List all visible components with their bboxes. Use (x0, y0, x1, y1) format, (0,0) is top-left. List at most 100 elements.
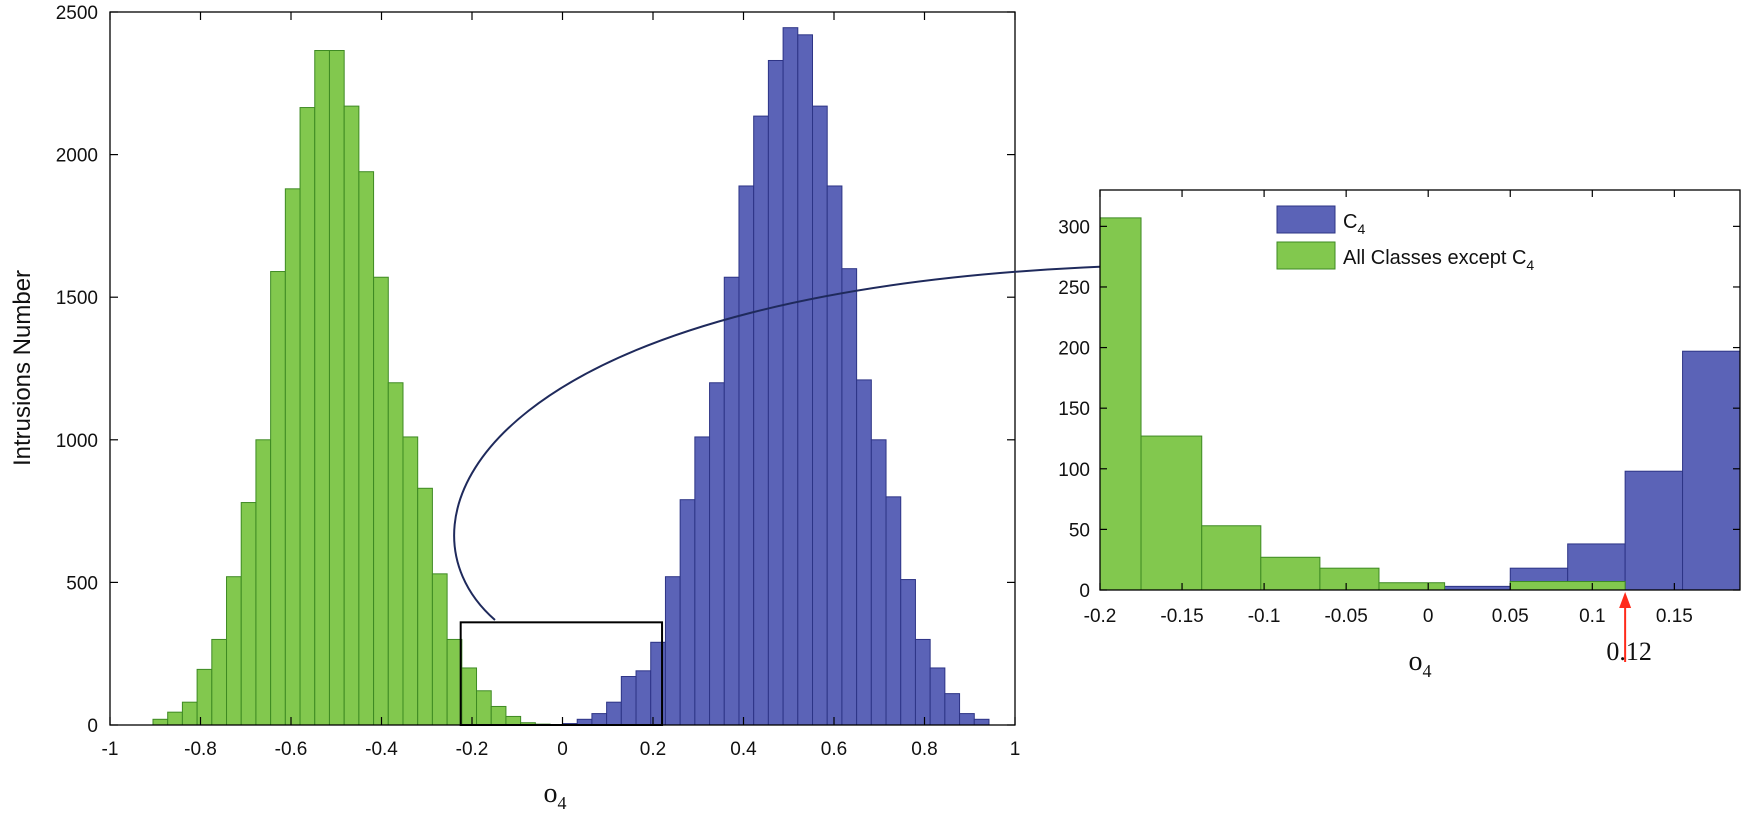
main-x-tick-label: 0.2 (640, 739, 666, 760)
main-bar-other-6 (240, 502, 257, 726)
legend-label-c4-sub: 4 (1357, 221, 1365, 237)
main-x-tick-label: 0.6 (821, 739, 847, 760)
inset-x-tick-label: -0.15 (1160, 606, 1203, 627)
main-bar-c4-20 (856, 379, 872, 726)
inset-y-tick-label: 200 (1058, 339, 1090, 360)
zoom-connector-arrow (453, 256, 1157, 621)
main-bar-c4-26 (944, 693, 961, 726)
main-bar-c4-8 (679, 499, 696, 726)
inset-y-tick-label: 250 (1058, 278, 1090, 299)
main-bar-c4-2 (591, 713, 608, 726)
inset-bars (1099, 217, 1741, 591)
main-bar-other-9 (284, 188, 301, 726)
main-bar-other-19 (431, 573, 448, 726)
main-bar-c4-24 (914, 638, 931, 726)
inset-x-tick-label: 0.1 (1579, 606, 1605, 627)
inset-bar-other-5 (1378, 582, 1446, 591)
inset-y-tick-label: 300 (1058, 217, 1090, 238)
inset-plot-frame (1099, 189, 1741, 591)
inset-bar-other-6 (1509, 581, 1626, 591)
inset-x-tick-label: 0 (1423, 606, 1434, 627)
main-bar-c4-13 (753, 115, 769, 726)
inset-y-tick-label: 50 (1069, 520, 1090, 541)
inset-x-axis-label-sub: 4 (1423, 661, 1432, 681)
main-bar-c4-23 (900, 579, 916, 726)
main-x-axis-label-main: o (544, 778, 558, 809)
threshold-arrow-head (1619, 592, 1632, 608)
main-bar-c4-17 (812, 105, 828, 726)
inset-legend: C4 All Classes except C4 (1276, 205, 1534, 273)
main-x-tick-label: -1 (102, 739, 119, 760)
inset-x-tick-label: -0.05 (1324, 606, 1367, 627)
main-bar-other-10 (299, 107, 316, 726)
main-x-axis-label-sub: 4 (558, 793, 567, 813)
main-bar-c4-5 (635, 670, 652, 726)
legend-label-other: All Classes except C4 (1343, 247, 1534, 273)
main-x-tick-label: 0.4 (730, 739, 757, 760)
main-bar-c4-15 (782, 27, 799, 726)
main-bar-other-16 (387, 382, 404, 726)
main-y-tick-label: 2000 (56, 146, 98, 167)
main-y-tick-label: 0 (87, 716, 98, 737)
main-bar-c4-7 (664, 576, 681, 726)
main-bar-other-23 (490, 705, 507, 726)
main-bar-other-12 (328, 50, 345, 726)
inset-x-tick-label: 0.15 (1656, 606, 1693, 627)
main-bar-other-20 (446, 638, 463, 726)
main-bar-other-11 (314, 50, 330, 726)
inset-bar-c4-3 (1624, 470, 1684, 591)
main-bar-other-13 (343, 105, 360, 726)
legend-label-other-main: All Classes except C (1343, 247, 1526, 269)
main-y-tick-label: 1500 (56, 288, 98, 309)
main-bar-c4-12 (738, 185, 755, 726)
main-y-ticks: 0 500 1000 1500 2000 2500 (56, 3, 1015, 737)
inset-y-tick-label: 0 (1079, 581, 1090, 602)
main-bar-c4-3 (606, 701, 622, 726)
inset-chart: 0 50 100 150 200 250 300 -0.2 -0.15 -0.1 -0.05 0 0.… (1058, 189, 1741, 681)
main-bar-c4-18 (826, 185, 843, 726)
main-bar-c4-19 (841, 268, 858, 726)
main-bar-other-0 (152, 718, 169, 726)
main-bar-c4-27 (959, 713, 975, 726)
legend-swatch-c4 (1276, 205, 1336, 234)
inset-x-tick-label: 0.05 (1492, 606, 1529, 627)
main-bar-other-17 (402, 436, 419, 726)
main-x-tick-label: -0.4 (365, 739, 398, 760)
inset-bar-other-2 (1201, 525, 1262, 591)
main-bar-c4-6 (650, 641, 666, 726)
main-bar-c4-21 (870, 439, 887, 726)
main-y-axis-label: Intrusions Number (9, 270, 36, 466)
main-bar-c4-11 (723, 276, 740, 726)
main-bar-c4-22 (885, 496, 902, 726)
main-bar-other-3 (196, 668, 213, 726)
inset-bar-c4-4 (1682, 350, 1741, 591)
main-x-tick-label: -0.8 (184, 739, 217, 760)
main-bar-c4-25 (929, 667, 946, 726)
inset-bar-other-1 (1140, 435, 1203, 591)
main-bar-other-5 (226, 576, 242, 726)
main-x-tick-label: 0 (557, 739, 568, 760)
inset-x-axis-label: o4 (1409, 646, 1432, 681)
main-bar-other-18 (417, 487, 433, 726)
main-bar-c4-9 (694, 436, 711, 726)
main-bar-other-14 (358, 171, 375, 726)
inset-y-tick-label: 100 (1058, 460, 1090, 481)
main-bar-other-4 (211, 638, 228, 726)
main-bar-other-2 (181, 701, 198, 726)
main-x-ticks: -1 -0.8 -0.6 -0.4 -0.2 0 0.2 0.4 0.6 0.8 1 (102, 12, 1021, 760)
main-bar-other-24 (505, 715, 522, 726)
main-y-tick-label: 500 (66, 573, 98, 594)
legend-label-other-sub: 4 (1526, 257, 1534, 273)
inset-bar-other-0 (1099, 217, 1142, 591)
main-x-tick-label: -0.2 (456, 739, 489, 760)
inset-y-ticks: 0 50 100 150 200 250 300 (1058, 217, 1740, 602)
inset-x-axis-label-main: o (1409, 646, 1423, 677)
inset-bar-other-4 (1319, 567, 1380, 591)
main-bar-other-15 (373, 276, 389, 726)
inset-y-tick-label: 150 (1058, 399, 1090, 420)
main-x-axis-label: o4 (544, 778, 567, 813)
main-x-tick-label: 1 (1010, 739, 1021, 760)
main-bar-c4-16 (797, 34, 814, 726)
main-x-tick-label: -0.6 (275, 739, 308, 760)
